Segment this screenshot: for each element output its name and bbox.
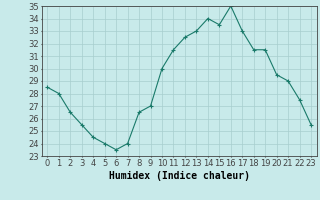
X-axis label: Humidex (Indice chaleur): Humidex (Indice chaleur) — [109, 171, 250, 181]
